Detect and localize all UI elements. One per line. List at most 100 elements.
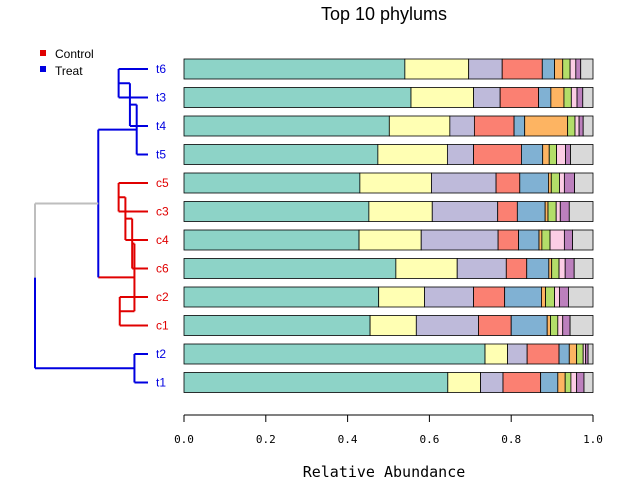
bar-segment — [183, 58, 406, 80]
bar-segment — [556, 144, 566, 165]
bar-segment — [395, 258, 458, 279]
bar-segment — [456, 258, 507, 279]
bar-segment — [468, 58, 503, 80]
bar-segment — [563, 172, 575, 194]
bar-segment — [518, 229, 540, 251]
x-tick-label: 0.6 — [419, 433, 439, 446]
bar-segment — [420, 229, 499, 251]
bar-segment — [545, 286, 555, 308]
bar-segment — [570, 87, 578, 108]
bar-segment — [473, 115, 515, 137]
bar-segment — [550, 315, 559, 336]
bar-segment — [570, 144, 594, 165]
bar-segment — [548, 144, 557, 165]
bar-segment — [526, 258, 550, 279]
bar-segment — [559, 201, 570, 222]
bar-segment — [558, 343, 570, 365]
bar-segment — [183, 372, 449, 393]
bar-segment — [495, 172, 521, 194]
chart-title: Top 10 phylums — [321, 4, 447, 24]
bar-segment — [480, 372, 504, 393]
legend-swatch-treat — [40, 66, 46, 72]
legend: Control Treat — [40, 47, 94, 78]
bar-segment — [377, 144, 448, 165]
legend-label-control: Control — [55, 47, 94, 61]
x-axis-title: Relative Abundance — [303, 463, 466, 481]
row-label: c5 — [156, 176, 169, 190]
bar-segment — [502, 372, 542, 393]
bar-segment — [580, 58, 594, 80]
bar-segment — [359, 172, 432, 194]
bar-segment — [540, 372, 559, 393]
bar-segment — [574, 115, 580, 137]
bar-segment — [568, 201, 594, 222]
bar-segment — [551, 258, 560, 279]
bar-segment — [183, 286, 380, 308]
bar-segment — [569, 58, 577, 80]
bar-segment — [410, 87, 474, 108]
bar-segment — [549, 229, 565, 251]
x-tick-label: 0.4 — [338, 433, 358, 446]
bar-segment — [388, 115, 451, 137]
bar-segment — [565, 144, 571, 165]
bar-segment — [542, 144, 550, 165]
bar-t6 — [183, 58, 594, 80]
bar-segment — [484, 343, 508, 365]
bar-segment — [582, 87, 594, 108]
bar-segment — [524, 115, 569, 137]
bar-segment — [541, 229, 551, 251]
bar-segment — [569, 315, 594, 336]
row-label: t6 — [156, 62, 166, 76]
bar-c4 — [183, 229, 594, 251]
dendrogram — [34, 68, 148, 384]
bar-segment — [583, 372, 594, 393]
bar-c3 — [183, 201, 594, 222]
bar-c2 — [183, 286, 594, 308]
bar-segment — [183, 172, 361, 194]
bar-segment — [563, 229, 573, 251]
bar-segment — [404, 58, 470, 80]
bar-segment — [587, 343, 594, 365]
bar-segment — [547, 201, 557, 222]
bar-segment — [578, 115, 584, 137]
bar-segment — [504, 286, 542, 308]
bar-segment — [567, 115, 576, 137]
x-tick-label: 0.2 — [256, 433, 276, 446]
x-tick-label: 1.0 — [583, 433, 603, 446]
bar-segment — [431, 201, 499, 222]
bar-segment — [478, 315, 512, 336]
bar-segment — [582, 115, 594, 137]
bar-segment — [559, 172, 565, 194]
bar-segment — [538, 87, 552, 108]
bar-segment — [568, 286, 594, 308]
bar-segment — [544, 201, 549, 222]
bar-segment — [378, 286, 425, 308]
row-label: c1 — [156, 319, 169, 333]
bar-segment — [548, 258, 553, 279]
bar-segment — [564, 372, 572, 393]
bar-segment — [541, 286, 546, 308]
bar-segment — [576, 87, 584, 108]
row-label: c4 — [156, 233, 169, 247]
bar-segment — [541, 58, 555, 80]
bar-segment — [575, 58, 582, 80]
bar-segment — [559, 286, 569, 308]
bar-segment — [513, 115, 526, 137]
bar-segment — [368, 201, 433, 222]
bar-segment — [546, 315, 551, 336]
bar-segment — [576, 372, 585, 393]
bar-segment — [507, 343, 528, 365]
bar-segment — [473, 286, 506, 308]
x-tick-label: 0.8 — [501, 433, 521, 446]
bar-segment — [576, 343, 584, 365]
row-label: c3 — [156, 205, 169, 219]
bar-segment — [558, 258, 566, 279]
row-label: t3 — [156, 91, 166, 105]
bar-segment — [521, 144, 544, 165]
row-label: t2 — [156, 347, 166, 361]
bar-t2 — [183, 343, 594, 365]
bar-segment — [548, 172, 552, 194]
bar-segment — [557, 372, 566, 393]
bar-segment — [562, 315, 571, 336]
